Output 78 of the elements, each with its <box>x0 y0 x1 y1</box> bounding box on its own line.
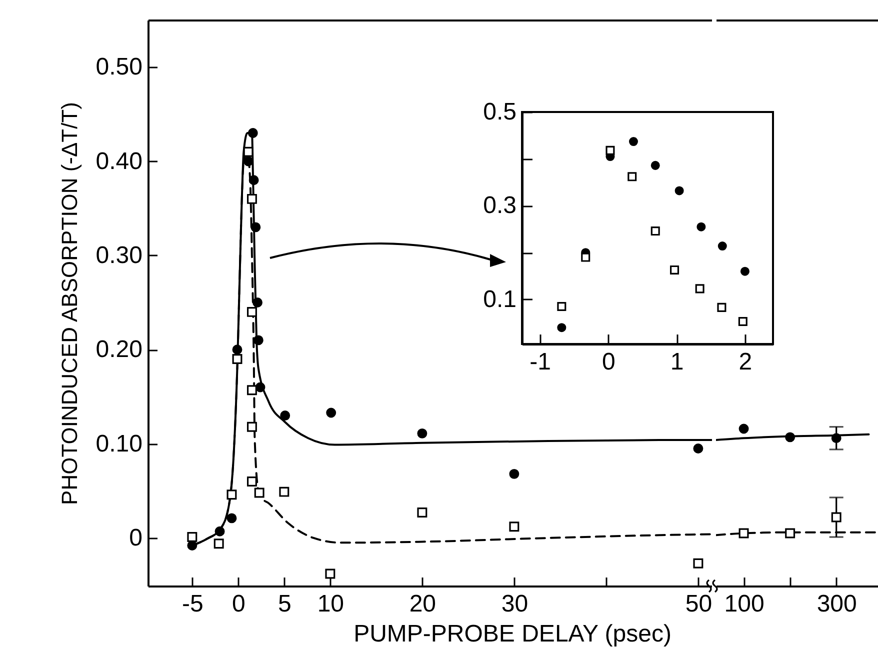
x-tick-label: 0 <box>232 590 246 618</box>
x-tick-label: 10 <box>317 590 344 618</box>
point <box>255 382 266 392</box>
x-tick-label: 0 <box>602 348 616 376</box>
point <box>695 284 704 294</box>
point <box>628 172 637 182</box>
y-tick-label: 0.1 <box>483 286 516 313</box>
point <box>246 194 257 204</box>
point <box>246 385 257 396</box>
point <box>581 252 590 262</box>
y-tick-label: 0 <box>129 524 142 552</box>
point <box>650 226 660 236</box>
point <box>253 335 264 346</box>
x-tick-label: 300 <box>816 590 857 618</box>
point <box>248 175 259 186</box>
point <box>254 488 264 498</box>
point <box>252 298 262 308</box>
y-axis-title: PHOTOINDUCED ABSORPTION (-ΔT/T) <box>56 102 82 505</box>
point <box>785 528 796 538</box>
x-tick-label: -5 <box>182 590 204 618</box>
point <box>557 323 566 332</box>
point <box>246 476 257 486</box>
point <box>606 146 615 155</box>
x-tick-label: 30 <box>501 590 528 618</box>
x-tick-label: 2 <box>738 348 752 376</box>
point <box>214 526 225 536</box>
point <box>250 222 261 232</box>
point <box>226 490 237 500</box>
point <box>738 316 748 326</box>
x-axis-title: PUMP-PROBE DELAY (psec) <box>354 620 672 648</box>
point <box>187 532 198 542</box>
point <box>738 424 749 434</box>
x-tick-label: 50 <box>685 590 712 618</box>
point <box>693 558 704 568</box>
point <box>246 422 257 432</box>
x-tick-label: 100 <box>724 590 764 618</box>
point <box>509 468 520 479</box>
point <box>417 508 428 518</box>
x-tick-label: 5 <box>278 590 292 618</box>
point <box>785 432 796 442</box>
point <box>280 410 290 421</box>
y-tick-label: 0.20 <box>96 336 142 364</box>
point <box>187 540 198 550</box>
point <box>243 146 254 157</box>
x-tick-label: 1 <box>670 348 684 376</box>
point <box>246 306 257 317</box>
point <box>243 156 254 166</box>
point <box>214 538 224 549</box>
point <box>831 433 842 444</box>
point <box>232 354 242 364</box>
point <box>696 222 706 232</box>
point <box>279 486 290 497</box>
point <box>831 512 842 522</box>
point <box>326 408 336 418</box>
point <box>718 242 727 251</box>
point <box>557 302 566 312</box>
y-tick-label: 0.50 <box>96 54 142 81</box>
y-tick-label: 0.30 <box>96 242 142 269</box>
point <box>693 444 704 454</box>
point <box>674 186 684 196</box>
point <box>738 528 749 538</box>
point <box>717 302 726 312</box>
point <box>650 160 660 170</box>
point <box>226 513 237 524</box>
point <box>740 266 750 276</box>
y-tick-label: 0.40 <box>96 148 142 175</box>
point <box>417 428 428 438</box>
point <box>325 568 336 579</box>
point <box>509 522 520 532</box>
y-tick-label: 0.10 <box>96 430 142 458</box>
point <box>670 265 680 274</box>
y-tick-label: 0.5 <box>483 98 516 126</box>
point <box>232 344 242 355</box>
x-tick-label: -1 <box>530 348 551 376</box>
point <box>248 128 258 138</box>
y-tick-label: 0.3 <box>483 192 516 220</box>
x-tick-label: 20 <box>409 590 436 618</box>
point <box>628 137 638 146</box>
